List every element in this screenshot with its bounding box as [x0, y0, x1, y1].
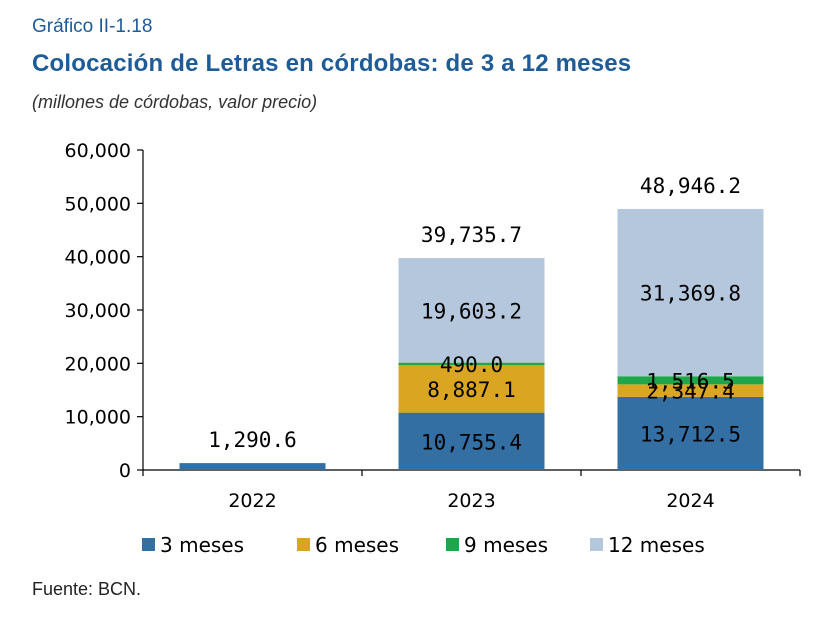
y-tick-label: 60,000	[65, 140, 131, 162]
legend-swatch	[590, 538, 603, 551]
total-label: 39,735.7	[421, 223, 522, 247]
data-label: 10,755.4	[421, 430, 522, 454]
legend-label: 9 meses	[464, 533, 548, 557]
bar-segment-2023-0	[398, 412, 545, 470]
bar-segment-2023-1	[398, 365, 545, 413]
total-label: 48,946.2	[640, 174, 741, 198]
legend-label: 6 meses	[315, 533, 399, 557]
data-label: 1,516.5	[646, 369, 735, 393]
total-label: 1,290.6	[208, 428, 297, 452]
y-tick-label: 10,000	[65, 407, 131, 429]
legend-swatch	[142, 538, 155, 551]
data-label: 2,347.4	[646, 380, 735, 404]
y-tick-label: 40,000	[65, 247, 131, 269]
bar-segment-2023-3	[398, 258, 545, 363]
y-tick-label: 0	[119, 460, 131, 482]
chart-bars	[179, 208, 764, 470]
bar-segment-2024-0	[617, 396, 764, 470]
data-label: 8,887.1	[427, 378, 516, 402]
bar-segment-2024-2	[617, 376, 764, 385]
bar-segment-2024-3	[617, 208, 764, 377]
bar-segment-2023-2	[398, 362, 545, 366]
y-tick-label: 20,000	[65, 353, 131, 375]
data-label: 19,603.2	[421, 299, 522, 323]
legend-label: 3 meses	[160, 533, 244, 557]
x-tick-label: 2023	[447, 490, 495, 512]
x-tick-label: 2024	[666, 490, 714, 512]
y-tick-label: 50,000	[65, 193, 131, 215]
legend-swatch	[297, 538, 310, 551]
source-note: Fuente: BCN.	[32, 579, 142, 599]
data-label: 13,712.5	[640, 422, 741, 446]
chart-title: Colocación de Letras en córdobas: de 3 a…	[32, 50, 632, 77]
data-label: 490.0	[440, 353, 503, 377]
chart-legend: 3 meses 6 meses 9 meses 12 meses	[142, 533, 705, 557]
chart-subtitle: (millones de córdobas, valor precio)	[32, 92, 318, 112]
x-tick-label: 2022	[228, 490, 276, 512]
bar-segment-2024-1	[617, 384, 764, 397]
data-label: 31,369.8	[640, 282, 741, 306]
chart-label: Gráfico II-1.18	[32, 16, 153, 37]
legend-label: 12 meses	[608, 533, 705, 557]
bar-segment-2022-0	[179, 463, 326, 470]
y-tick-label: 30,000	[65, 300, 131, 322]
legend-swatch	[446, 538, 459, 551]
